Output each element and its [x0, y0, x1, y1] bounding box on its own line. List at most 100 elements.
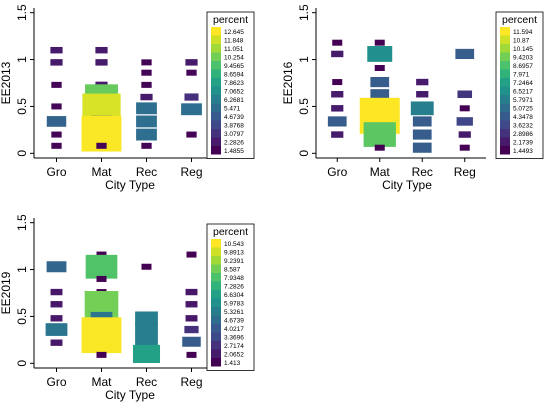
- legend-label: 11.051: [224, 46, 244, 53]
- legend-swatch: [500, 112, 510, 121]
- legend-swatch: [211, 281, 221, 290]
- heatmap-cell: [186, 251, 197, 258]
- heatmap-cell: [185, 288, 198, 296]
- legend-swatch: [211, 264, 221, 273]
- legend-swatch: [211, 120, 221, 129]
- x-tick-label: Gro: [46, 375, 66, 389]
- legend-label: 9.4203: [513, 55, 533, 62]
- heatmap-cell: [412, 142, 432, 153]
- legend-label: 3.3696: [224, 335, 244, 342]
- legend-swatch: [211, 358, 221, 367]
- heatmap-cell: [331, 91, 344, 98]
- heatmap-cell: [370, 89, 390, 100]
- legend-label: 7.2464: [513, 80, 533, 87]
- heatmap-cell: [136, 128, 157, 141]
- heatmap-cell: [186, 131, 197, 138]
- y-tick-label: 1: [15, 56, 29, 63]
- legend-label: 2.1739: [513, 140, 533, 147]
- legend-swatch: [500, 103, 510, 112]
- y-tick-label: 1.5: [15, 214, 29, 231]
- legend-label: 4.6739: [224, 318, 244, 325]
- y-tick-label: 0.5: [15, 98, 29, 115]
- heatmap-cell: [185, 59, 198, 66]
- legend-swatch: [211, 341, 221, 350]
- legend-swatch: [500, 78, 510, 87]
- heatmap-cell: [327, 116, 347, 127]
- x-tick-label: Reg: [180, 375, 202, 389]
- legend-swatch: [211, 35, 221, 44]
- heatmap-cell: [181, 103, 202, 116]
- legend-label: 7.971: [513, 72, 530, 79]
- legend-label: 1.413: [224, 360, 241, 367]
- heatmap-cell: [412, 129, 432, 140]
- legend-swatch: [211, 69, 221, 78]
- heatmap-cell: [81, 317, 122, 354]
- heatmap-cell: [132, 344, 161, 364]
- heatmap-cell: [331, 131, 344, 138]
- heatmap-cell: [459, 105, 470, 112]
- heatmap-cell: [459, 144, 470, 151]
- y-tick-label: 1: [15, 266, 29, 273]
- x-axis-title: City Type: [382, 178, 432, 192]
- y-axis-title: EE2016: [281, 61, 295, 104]
- heatmap-cell: [50, 315, 63, 322]
- x-tick-label: Rec: [136, 375, 157, 389]
- legend-label: 11.594: [513, 29, 533, 36]
- heatmap-cell: [46, 261, 67, 273]
- legend-label: 3.8768: [224, 123, 244, 130]
- heatmap-cell: [184, 325, 199, 334]
- y-axis-title: EE2019: [0, 271, 13, 314]
- legend-title: percent: [213, 14, 248, 26]
- legend-label: 9.4565: [224, 63, 244, 70]
- legend-swatch: [500, 137, 510, 146]
- legend-label: 9.8913: [224, 250, 244, 257]
- heatmap-cell: [141, 263, 152, 270]
- legend-label: 10.145: [513, 46, 533, 53]
- legend-swatch: [211, 307, 221, 316]
- legend-swatch: [500, 146, 510, 155]
- heatmap-cell: [186, 351, 197, 358]
- legend-swatch: [211, 349, 221, 358]
- heatmap-cell: [96, 275, 107, 282]
- heatmap-cell: [51, 103, 62, 110]
- legend-label: 2.2826: [224, 140, 244, 147]
- legend-swatch: [211, 247, 221, 256]
- x-tick-label: Gro: [46, 165, 66, 179]
- legend-swatch: [500, 61, 510, 70]
- heatmap-cell: [182, 336, 201, 347]
- legend-swatch: [211, 273, 221, 282]
- legend-label: 8.6594: [224, 72, 244, 79]
- legend-swatch: [211, 86, 221, 95]
- heatmap-cell: [141, 142, 152, 149]
- legend-label: 8.587: [224, 267, 241, 274]
- legend-label: 4.0217: [224, 326, 244, 333]
- legend-swatch: [211, 129, 221, 138]
- legend-swatch: [500, 27, 510, 36]
- legend-label: 10.254: [224, 55, 244, 62]
- legend-swatch: [211, 137, 221, 146]
- legend-label: 1.4855: [224, 148, 244, 155]
- heatmap-cell: [140, 93, 153, 101]
- heatmap-cell: [50, 59, 63, 66]
- legend-title: percent: [502, 14, 537, 26]
- y-tick-label: 0.5: [15, 308, 29, 325]
- x-tick-label: Gro: [327, 165, 347, 179]
- legend-swatch: [211, 146, 221, 155]
- heatmap-cell: [374, 65, 385, 71]
- heatmap-cell: [141, 69, 152, 76]
- heatmap-cell: [135, 322, 158, 337]
- heatmap-cell: [50, 339, 63, 346]
- heatmap-cell: [185, 301, 198, 308]
- legend-swatch: [211, 44, 221, 53]
- legend-label: 2.8986: [513, 131, 533, 138]
- legend-label: 7.9348: [224, 275, 244, 282]
- y-tick-label: 1.5: [15, 4, 29, 21]
- heatmap-cell: [45, 323, 68, 336]
- heatmap-cell: [136, 115, 157, 128]
- x-axis-title: City Type: [105, 178, 155, 192]
- heatmap-cell: [374, 144, 385, 151]
- heatmap-cell: [370, 76, 390, 88]
